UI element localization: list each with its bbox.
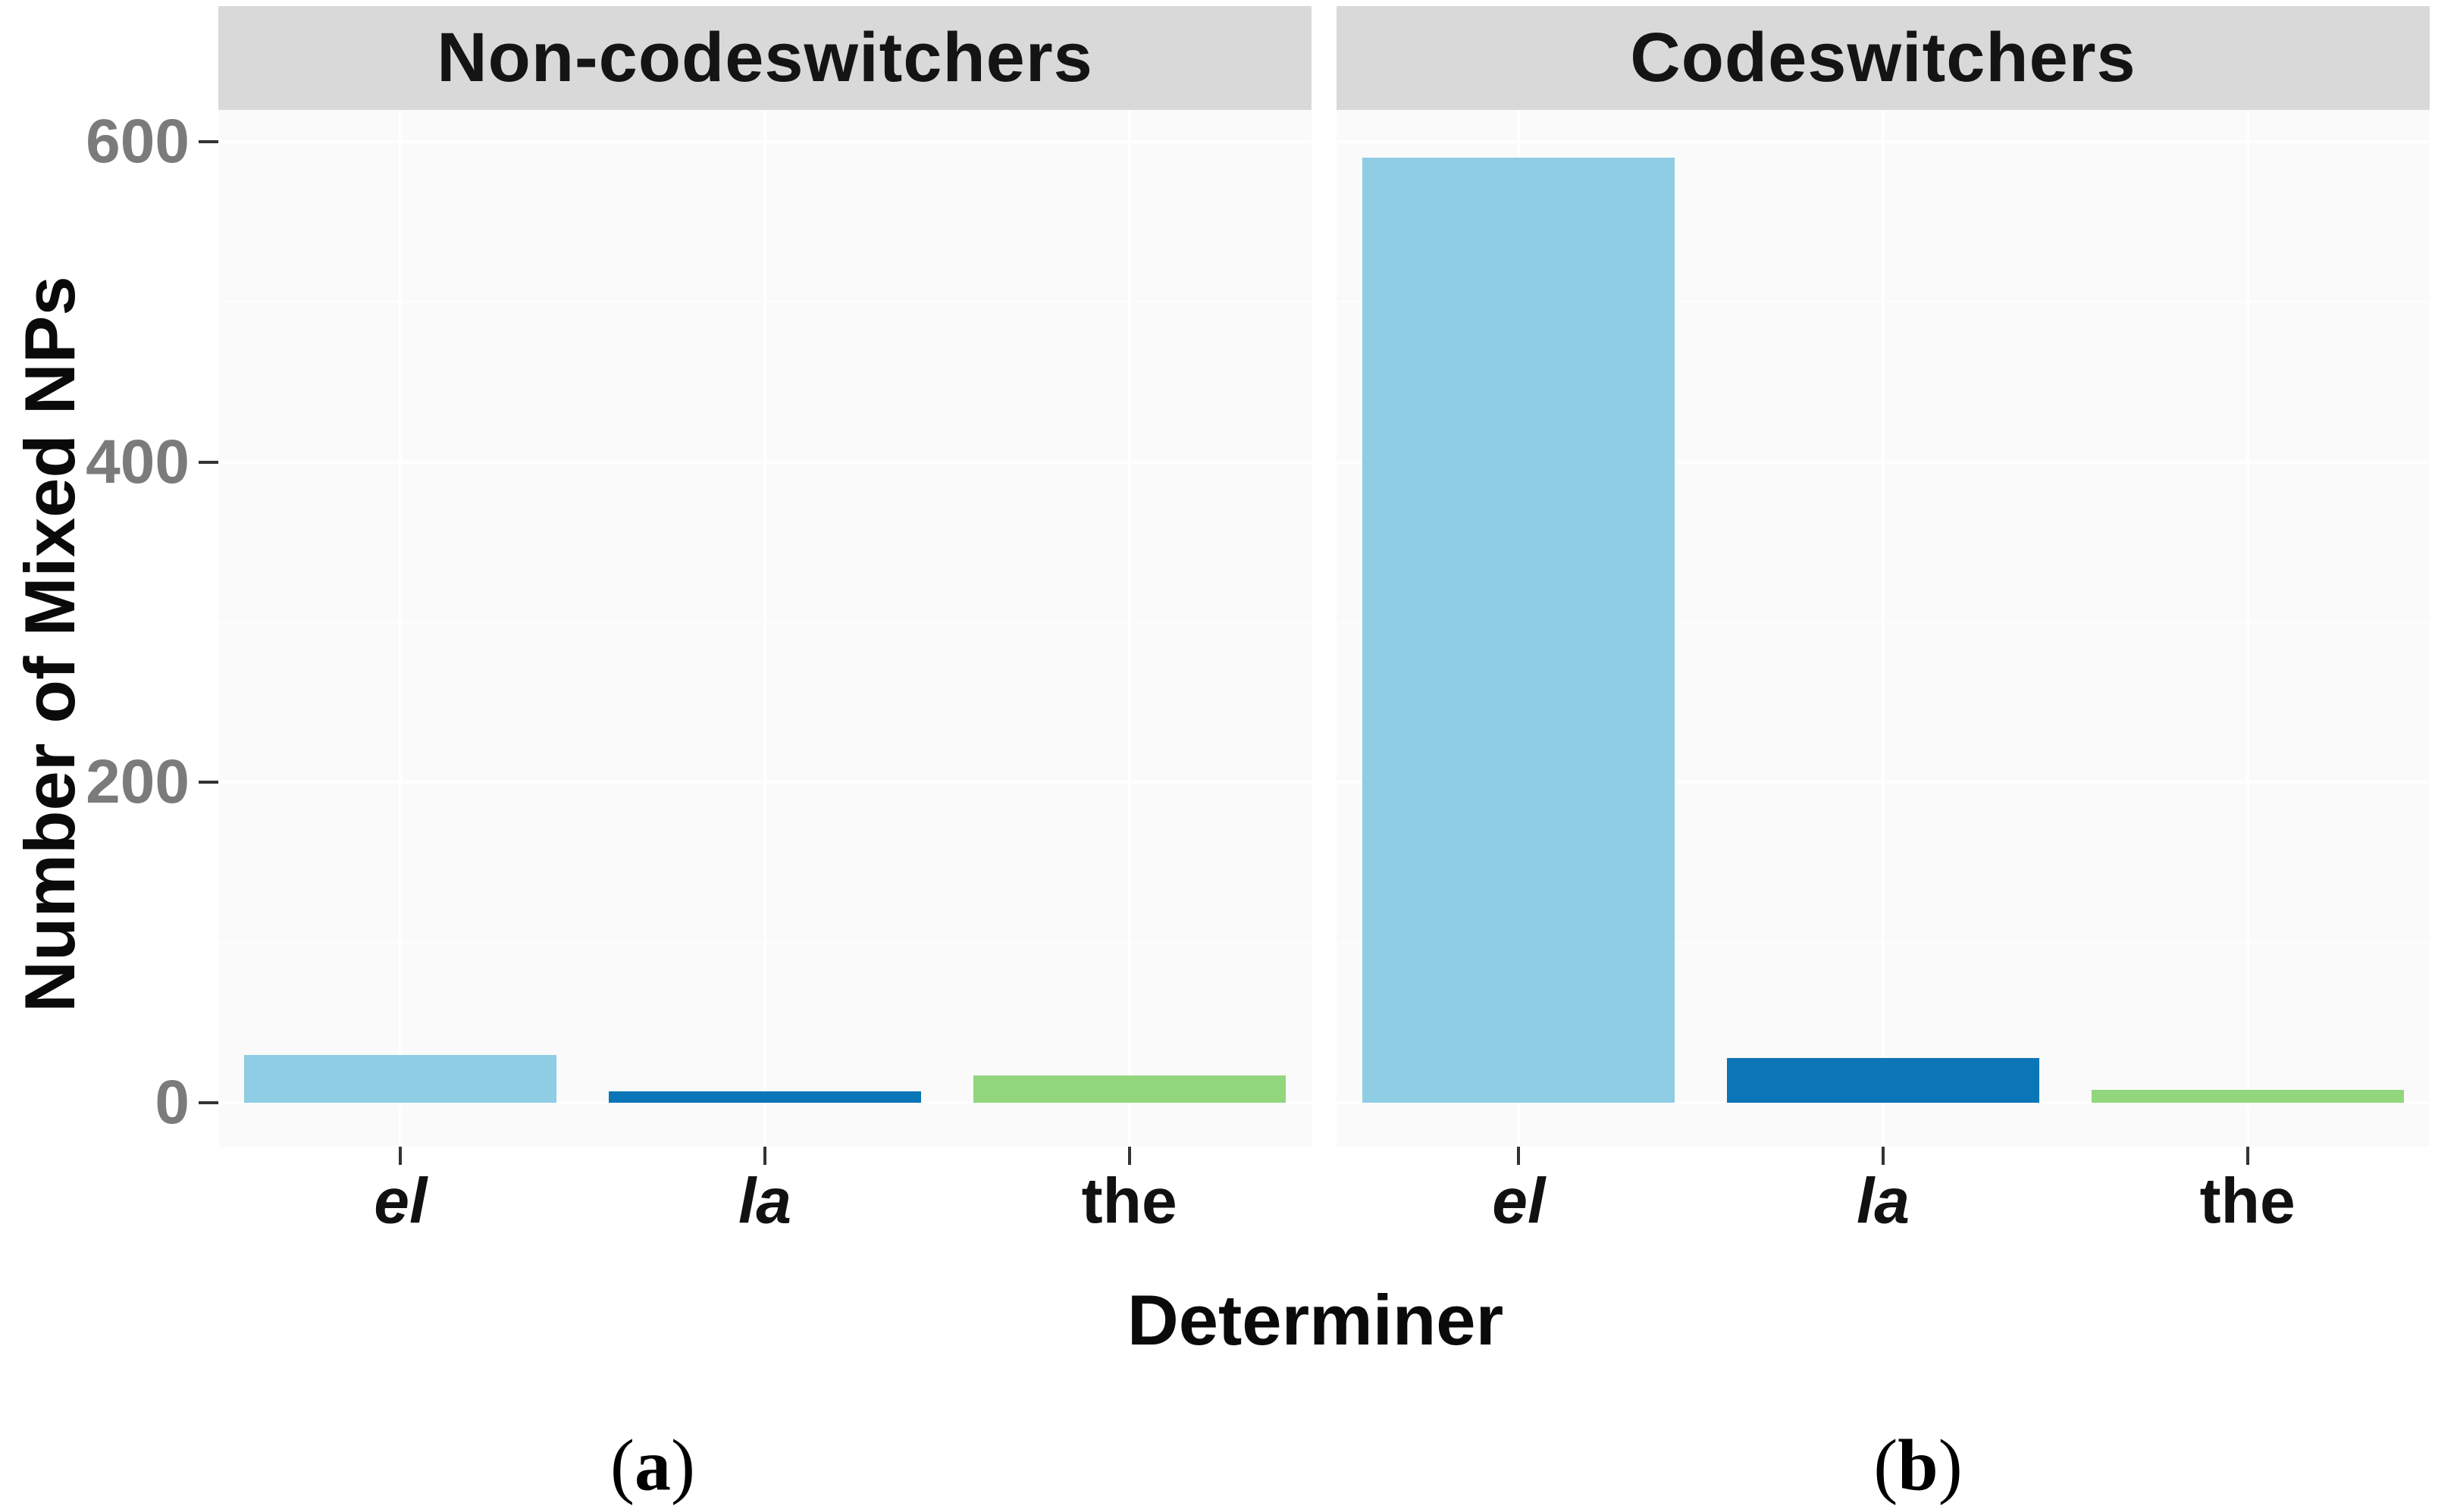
x-category-label-non-codeswitchers-el: el [374, 1165, 428, 1237]
bar-codeswitchers-the [2091, 1090, 2404, 1103]
y-tick-label-400: 400 [86, 427, 190, 496]
gridline-x-the [1127, 110, 1131, 1147]
facet-strip-codeswitchers: Codeswitchers [1337, 6, 2430, 110]
y-tick-400 [199, 460, 218, 464]
y-tick-200 [199, 781, 218, 784]
y-tick-label-0: 0 [155, 1068, 190, 1137]
bar-codeswitchers-el [1362, 158, 1675, 1103]
y-tick-label-200: 200 [86, 747, 190, 817]
facet-strip-label-non-codeswitchers: Non-codeswitchers [437, 19, 1093, 96]
gridline-x-the [2245, 110, 2249, 1147]
x-category-label-non-codeswitchers-la: la [738, 1165, 792, 1237]
y-tick-0 [199, 1101, 218, 1104]
gridline-x-el [399, 110, 403, 1147]
x-axis-title: Determiner [1127, 1280, 1504, 1360]
x-category-label-codeswitchers-la: la [1856, 1165, 1910, 1237]
x-category-label-codeswitchers-the: the [2199, 1165, 2296, 1237]
bar-non-codeswitchers-la [609, 1091, 921, 1103]
bar-codeswitchers-la [1727, 1057, 2039, 1103]
subfigure-label-a: (a) [610, 1424, 695, 1506]
x-tick-codeswitchers-el [1517, 1147, 1521, 1165]
y-tick-600 [199, 140, 218, 143]
gridline-x-la [763, 110, 766, 1147]
x-tick-non-codeswitchers-la [763, 1147, 766, 1165]
facet-strip-label-codeswitchers: Codeswitchers [1630, 19, 2136, 96]
bar-non-codeswitchers-el [244, 1054, 557, 1103]
bar-non-codeswitchers-the [973, 1075, 1286, 1103]
x-category-label-codeswitchers-el: el [1492, 1165, 1546, 1237]
x-tick-non-codeswitchers-the [1127, 1147, 1131, 1165]
facet-strip-non-codeswitchers: Non-codeswitchers [218, 6, 1312, 110]
y-tick-label-600: 600 [86, 107, 190, 176]
x-tick-codeswitchers-the [2245, 1147, 2249, 1165]
x-category-label-non-codeswitchers-the: the [1081, 1165, 1177, 1237]
subfigure-label-b: (b) [1873, 1424, 1963, 1506]
gridline-x-la [1882, 110, 1885, 1147]
panel-codeswitchers [1337, 110, 2430, 1147]
x-tick-non-codeswitchers-el [399, 1147, 403, 1165]
x-tick-codeswitchers-la [1882, 1147, 1885, 1165]
subfigure-letter-a: a [635, 1424, 671, 1506]
panel-non-codeswitchers [218, 110, 1312, 1147]
subfigure-letter-b: b [1898, 1424, 1938, 1506]
